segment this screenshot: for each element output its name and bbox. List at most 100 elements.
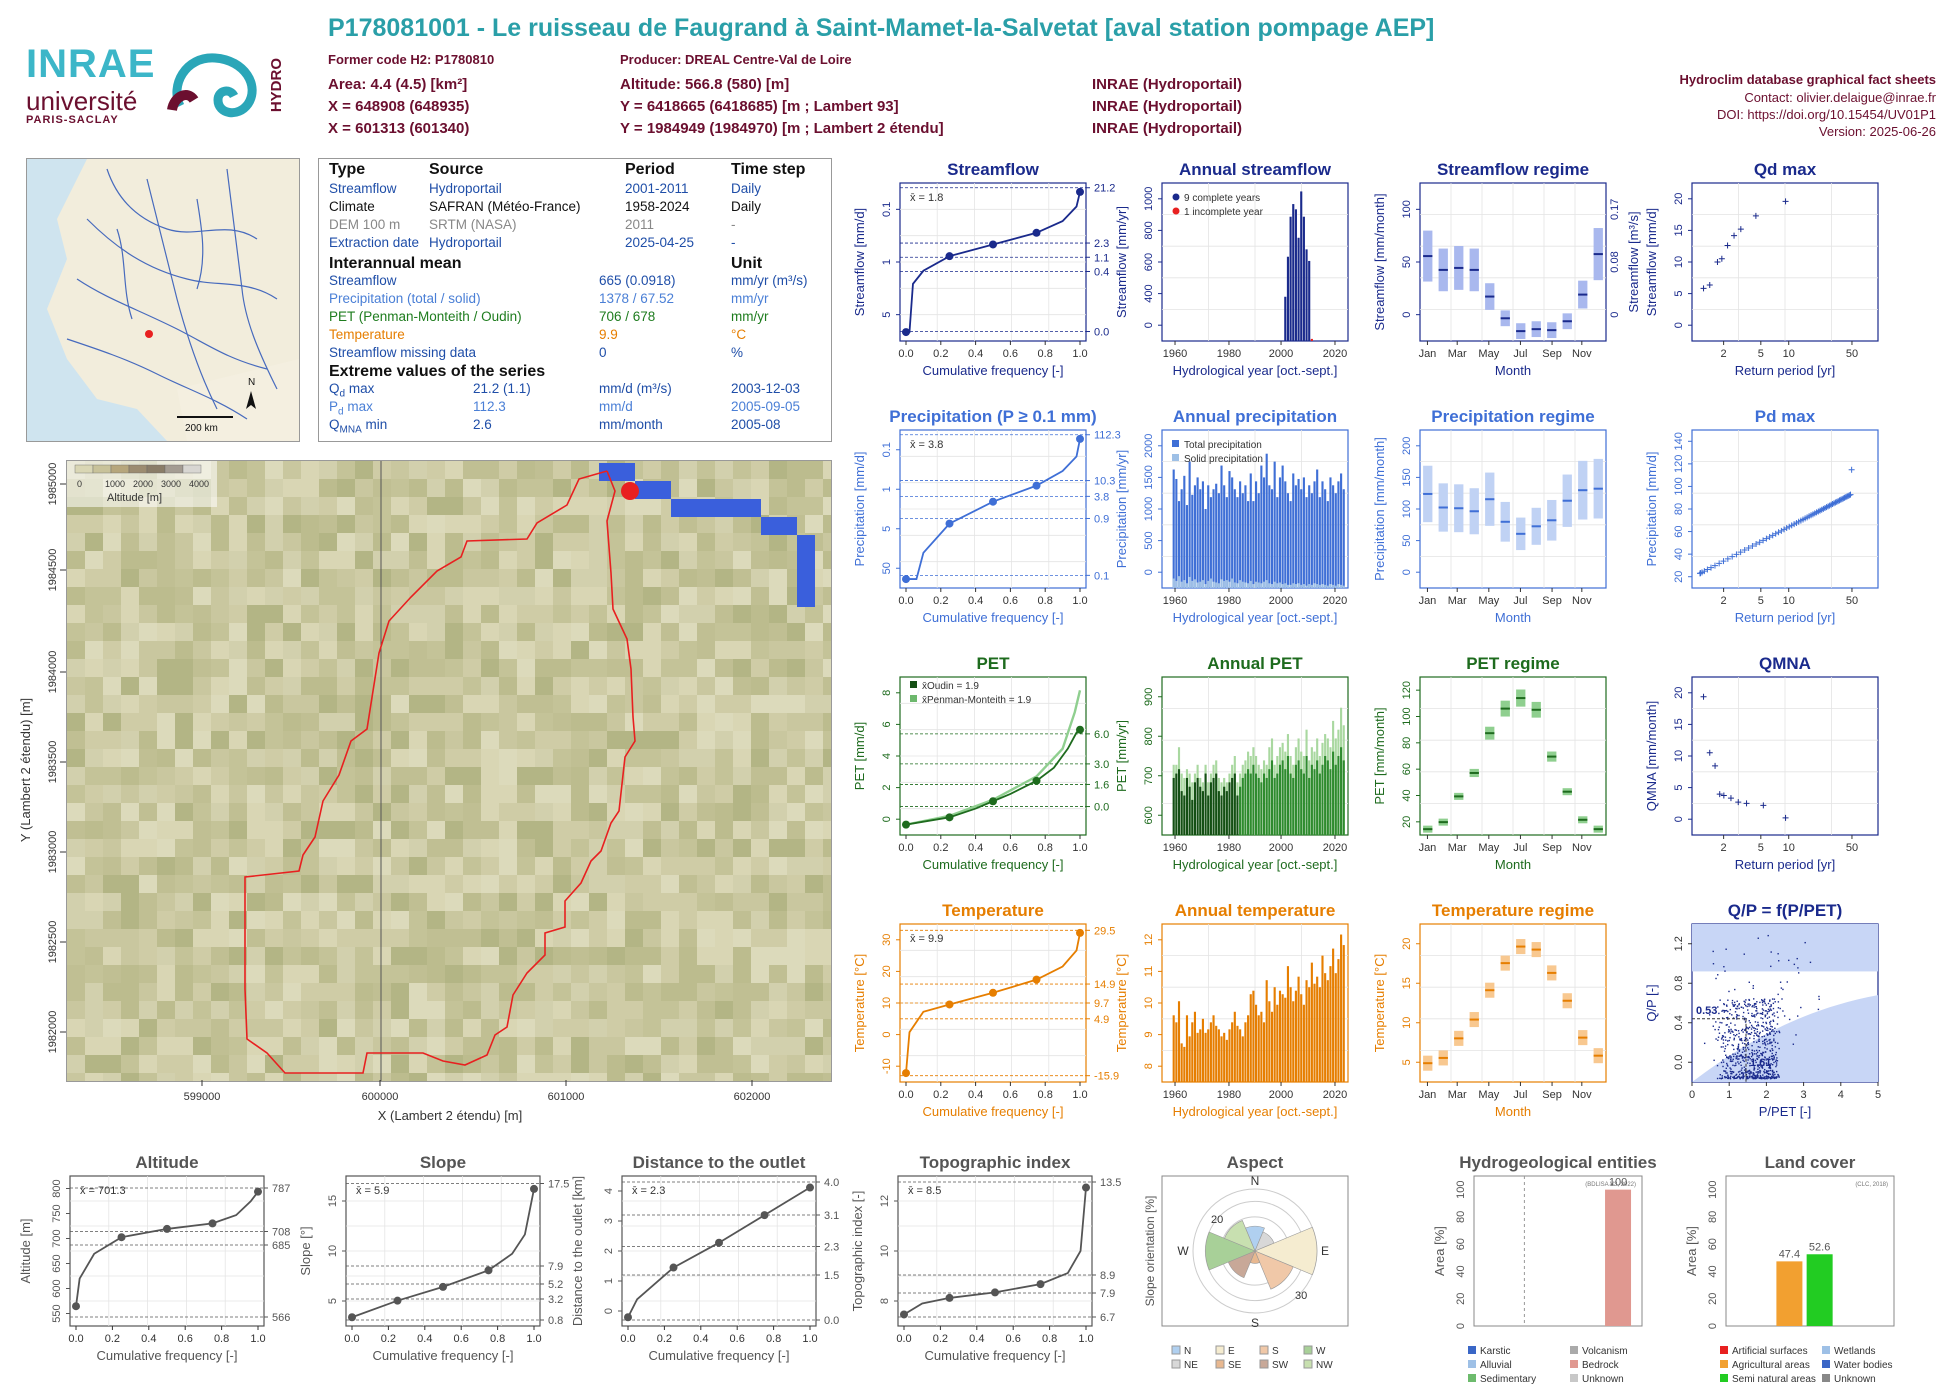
scatter-point [1766, 1040, 1768, 1043]
scatter-point [1743, 1057, 1746, 1059]
legend-label: Karstic [1480, 1346, 1511, 1357]
universite-logo: université [26, 86, 138, 116]
quantile-marker [991, 1288, 999, 1297]
dem-cell [409, 515, 427, 533]
dem-cell [445, 857, 463, 875]
dem-cell [103, 605, 121, 623]
dem-cell [247, 497, 265, 515]
y-tick-label: 8 [881, 690, 893, 696]
scatter-point [1759, 1072, 1761, 1074]
x-tick-label: 0.6 [1003, 1089, 1018, 1101]
y-tick-label: 60 [1401, 763, 1413, 775]
scatter-point [1735, 1057, 1737, 1060]
quantile-marker [1032, 975, 1041, 984]
dem-cell [499, 551, 517, 569]
scatter-point [1734, 1029, 1736, 1031]
legend-label: Bedrock [1582, 1360, 1620, 1371]
scatter-point [1771, 1055, 1773, 1057]
dem-cell [823, 479, 831, 497]
dem-cell [157, 821, 175, 839]
scatter-point [1730, 1075, 1732, 1078]
dem-cell [715, 767, 733, 785]
dem-cell [535, 533, 553, 551]
x-tick-label: Mar [1448, 842, 1467, 854]
scatter-point [1770, 965, 1772, 968]
mean-name: Streamflow missing data [329, 345, 477, 360]
y-axis-label: Temperature [°C] [1372, 954, 1387, 1052]
dem-cell [229, 677, 247, 695]
bar [1255, 1004, 1258, 1082]
scatter-point [1751, 1054, 1754, 1056]
y-axis-label: Distance to the outlet [km] [570, 1176, 585, 1326]
scatter-point [1759, 1031, 1761, 1034]
scatter-point [1753, 1035, 1755, 1037]
bar [1276, 773, 1279, 835]
scatter-point [1740, 1064, 1742, 1067]
dem-cell [193, 767, 211, 785]
dem-cell [427, 461, 445, 479]
dem-cell [499, 821, 517, 839]
dem-cell [229, 659, 247, 677]
dem-cell [373, 641, 391, 659]
dem-cell [661, 731, 679, 749]
scatter-point [1748, 981, 1750, 983]
legend-label: S [1272, 1346, 1279, 1357]
x-tick-label: 5 [1758, 595, 1764, 607]
scatter-point [1771, 1057, 1773, 1060]
dem-cell [67, 857, 85, 875]
chart-title: Streamflow [947, 160, 1039, 179]
scatter-point [1719, 1021, 1721, 1024]
dem-cell [481, 695, 499, 713]
bar [1300, 489, 1303, 588]
dem-cell [373, 605, 391, 623]
scatter-point [1737, 1058, 1739, 1060]
dem-cell [265, 641, 283, 659]
dem-cell [175, 767, 193, 785]
x-axis-label: P/PET [-] [1759, 1104, 1812, 1119]
dem-cell [211, 533, 229, 551]
dem-cell [625, 623, 643, 641]
legend-label: Total precipitation [1184, 440, 1262, 451]
scatter-point [1753, 1027, 1755, 1029]
scatter-point [1733, 1077, 1735, 1080]
dem-cell [103, 821, 121, 839]
y-tick-label: 80 [1707, 1211, 1719, 1223]
x-tick-label: Jan [1419, 348, 1437, 360]
scatter-point [1725, 1072, 1727, 1074]
dem-cell [643, 533, 661, 551]
dem-cell [697, 713, 715, 731]
mean-value: 706 / 678 [599, 309, 656, 324]
scatter-point [1735, 1062, 1737, 1064]
scatter-point [1778, 1047, 1780, 1050]
bar-solid [1239, 580, 1242, 588]
scatter-point [1756, 1007, 1758, 1010]
bar-solid [1252, 584, 1255, 588]
x-tick-label: 0.0 [898, 348, 913, 360]
scatter-point [1761, 1030, 1764, 1032]
x-axis-label: Cumulative frequency [-] [373, 1348, 514, 1363]
scatter-point [1753, 1050, 1756, 1052]
dem-cell [157, 803, 175, 821]
scatter-point [1779, 981, 1782, 983]
dem-cell [301, 767, 319, 785]
dem-cell [661, 839, 679, 857]
y2-tick-label: 21.2 [1094, 183, 1115, 195]
dem-cell [607, 695, 625, 713]
dem-cell [751, 713, 769, 731]
dem-cell [589, 857, 607, 875]
header-period: Period [625, 161, 675, 178]
legend-swatch [1259, 1359, 1269, 1369]
bar [1217, 493, 1220, 588]
bar [1257, 777, 1260, 835]
dem-cell [193, 803, 211, 821]
dem-cell [535, 857, 553, 875]
chart-title: PET regime [1466, 654, 1560, 673]
dem-cell [265, 551, 283, 569]
y2-tick-label: 2.3 [1094, 238, 1109, 250]
header-source: Source [429, 161, 484, 178]
info-timestep: Daily [731, 199, 762, 214]
bar [1284, 997, 1287, 1082]
scatter-point [1775, 1064, 1778, 1066]
dem-cell [355, 857, 373, 875]
